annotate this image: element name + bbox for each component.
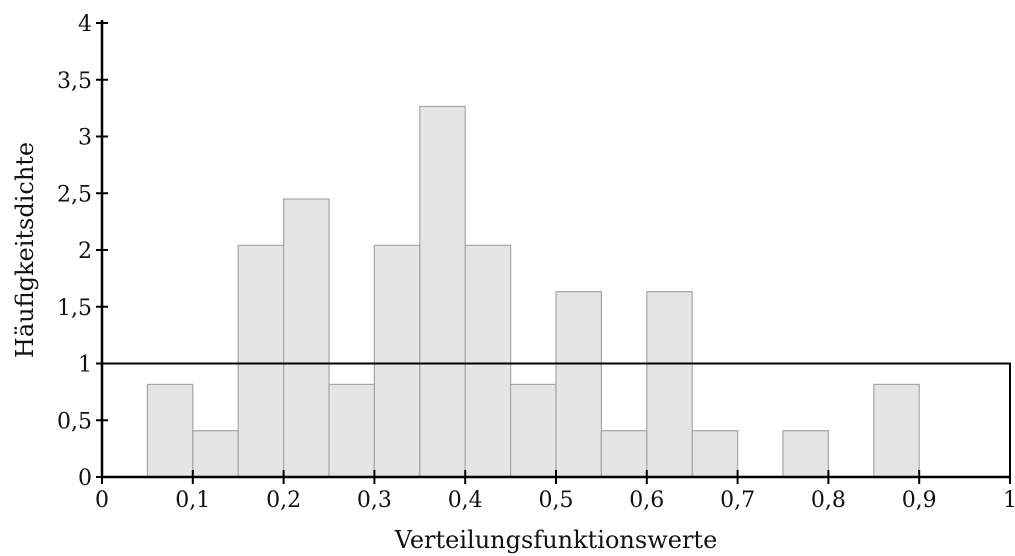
x-tick-label-1: 0,1 — [175, 488, 210, 513]
x-tick-label-7: 0,7 — [720, 488, 755, 513]
histogram-bars — [146, 105, 920, 478]
histogram-bar-16 — [873, 383, 920, 478]
histogram-bar-1 — [192, 430, 239, 478]
x-tick-label-9: 0,9 — [902, 488, 937, 513]
histogram-bar-10 — [600, 430, 648, 478]
histogram-bar-5 — [373, 244, 421, 478]
y-axis-title: Häufigkeitsdichte — [11, 142, 39, 358]
x-tick-label-4: 0,4 — [448, 488, 483, 513]
x-tick-label-6: 0,6 — [629, 488, 664, 513]
y-tick-label-3: 1,5 — [57, 296, 92, 321]
y-tick-label-1: 0,5 — [57, 409, 92, 434]
histogram-bar-9 — [555, 291, 603, 478]
x-axis-ticks: 0 0,1 0,2 0,3 0,4 0,5 0,6 0,7 0,8 0,9 1 — [95, 470, 1015, 513]
y-tick-label-7: 3,5 — [57, 69, 92, 94]
y-tick-label-0: 0 — [78, 466, 92, 491]
histogram-bar-8 — [510, 383, 557, 478]
x-tick-label-2: 0,2 — [266, 488, 301, 513]
histogram-bar-12 — [691, 430, 739, 478]
histogram-bar-14 — [782, 430, 830, 478]
y-tick-label-5: 2,5 — [57, 182, 92, 207]
y-tick-label-8: 4 — [78, 12, 92, 37]
x-tick-label-8: 0,8 — [811, 488, 846, 513]
histogram-bar-3 — [283, 198, 330, 478]
histogram-bar-6 — [419, 105, 466, 478]
histogram-bar-11 — [646, 291, 693, 478]
histogram-bar-2 — [237, 244, 285, 478]
y-tick-label-2: 1 — [78, 353, 92, 378]
x-axis-title: Verteilungsfunktionswerte — [394, 526, 718, 554]
x-tick-label-0: 0 — [95, 488, 109, 513]
histogram-bar-0 — [146, 383, 194, 478]
y-axis-ticks: 0 0,5 1 1,5 2 2,5 3 3,5 4 — [57, 12, 108, 491]
histogram-bar-4 — [328, 383, 376, 478]
x-tick-label-10: 1 — [1003, 488, 1015, 513]
histogram-bar-7 — [464, 244, 512, 478]
y-tick-label-4: 2 — [78, 239, 92, 264]
y-tick-label-6: 3 — [78, 126, 92, 151]
x-tick-label-3: 0,3 — [357, 488, 392, 513]
x-tick-label-5: 0,5 — [539, 488, 574, 513]
